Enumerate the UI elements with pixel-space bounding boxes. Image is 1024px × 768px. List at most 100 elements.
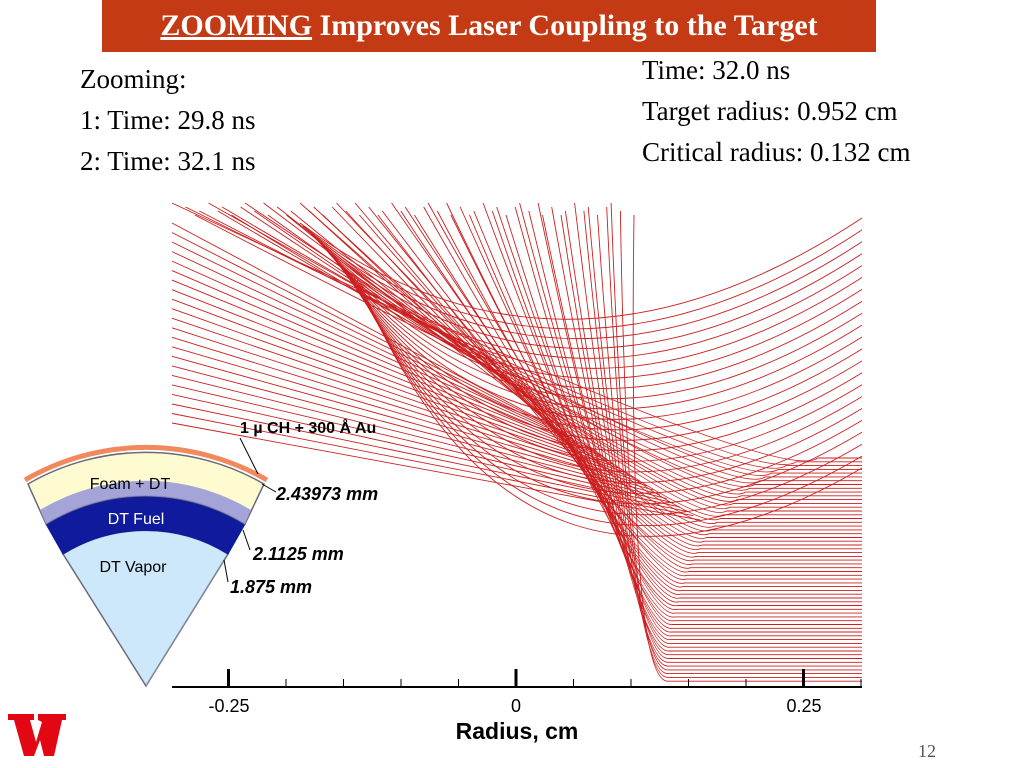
laser-ray: [322, 245, 863, 400]
laser-ray: [610, 202, 862, 671]
x-tick-label-neg: -0.25: [208, 696, 249, 716]
laser-ray: [290, 210, 862, 513]
laser-ray: [171, 327, 634, 478]
laser-ray: [427, 202, 862, 580]
laser-ray: [359, 214, 862, 547]
wedge-edge: [145, 559, 225, 687]
laser-ray: [606, 206, 862, 675]
laser-ray: [171, 279, 601, 457]
laser-ray: [171, 232, 567, 435]
laser-ray: [328, 251, 863, 420]
laser-ray: [208, 202, 862, 476]
laser-ray: [171, 260, 587, 448]
laser-ray: [217, 210, 862, 484]
laser-ray: [336, 259, 863, 452]
laser-ray: [244, 202, 862, 491]
uw-w-logo: [8, 714, 66, 756]
laser-ray: [308, 210, 862, 528]
zooming-line-2: 2: Time: 32.1 ns: [80, 146, 256, 176]
laser-ray: [171, 251, 581, 444]
laser-ray: [171, 317, 627, 474]
laser-ray: [400, 210, 862, 573]
laser-ray: [308, 231, 863, 349]
coating-leader: [239, 437, 259, 475]
laser-ray: [356, 279, 863, 526]
layer-label-fuel: DT Fuel: [108, 511, 165, 528]
laser-ray: [325, 248, 863, 410]
outer-radius-leader: [261, 483, 277, 493]
laser-ray: [551, 206, 862, 644]
fuel-radius-leader: [242, 529, 251, 551]
laser-ray: [171, 241, 574, 440]
laser-ray: [583, 210, 862, 663]
laser-ray: [171, 308, 621, 470]
laser-ray: [368, 206, 862, 554]
laser-ray: [171, 374, 667, 500]
laser-ray: [505, 214, 862, 622]
laser-ray: [446, 202, 862, 595]
laser-rays: [171, 202, 863, 682]
layer-label-foam: Foam + DT: [90, 476, 171, 493]
laser-ray: [414, 214, 862, 577]
laser-ray: [560, 214, 862, 652]
laser-ray: [359, 282, 863, 537]
laser-ray: [171, 403, 687, 512]
laser-ray: [305, 228, 863, 339]
laser-ray: [331, 254, 863, 431]
zooming-line-1: 1: Time: 29.8 ns: [80, 105, 256, 135]
laser-ray: [469, 214, 862, 607]
laser-ray: [450, 214, 862, 592]
x-major-ticks: [227, 669, 805, 687]
page-number: 12: [918, 741, 936, 761]
critical-radius-line: Critical radius: 0.132 cm: [642, 137, 911, 167]
laser-ray: [171, 270, 594, 452]
laser-ray: [381, 210, 862, 558]
laser-ray: [619, 210, 862, 678]
zooming-info: Zooming: 1: Time: 29.8 ns 2: Time: 32.1 …: [80, 59, 256, 182]
laser-ray: [171, 346, 647, 487]
x-tick-label-pos: 0.25: [786, 696, 821, 716]
laser-ray: [302, 225, 863, 330]
layer-label-vapor: DT Vapor: [100, 559, 168, 576]
laser-ray: [171, 393, 681, 508]
laser-ray: [519, 202, 862, 625]
x-minor-ticks: [228, 679, 862, 687]
vapor-radius-leader: [223, 559, 229, 583]
laser-ray: [311, 234, 863, 359]
laser-ray: [171, 222, 561, 431]
title-rest: Improves Laser Coupling to the Target: [312, 9, 818, 42]
laser-ray: [299, 217, 863, 320]
laser-ray: [316, 239, 863, 379]
laser-ray: [391, 202, 862, 565]
target-wedge-diagram: Foam + DT DT Fuel DT Vapor 1 µ CH + 300 …: [23, 418, 378, 688]
x-axis-label: Radius, cm: [456, 718, 579, 744]
laser-ray: [171, 384, 674, 504]
laser-ray: [339, 262, 863, 462]
dt-vapor-layer: [61, 529, 230, 688]
laser-ray: [171, 422, 701, 521]
title-highlight: ZOOMING: [160, 9, 313, 42]
laser-ray: [350, 274, 863, 505]
laser-ray: [171, 355, 654, 491]
laser-ray: [171, 336, 641, 482]
laser-ray: [319, 242, 863, 389]
laser-ray: [333, 257, 863, 441]
laser-ray: [254, 210, 862, 499]
laser-ray: [194, 214, 862, 473]
laser-ray: [171, 413, 694, 517]
foam-fuel-interface: [40, 480, 251, 524]
outer-radius-label: 2.43973 mm: [275, 484, 378, 504]
laser-ray: [171, 365, 661, 495]
zooming-heading: Zooming:: [80, 64, 187, 94]
slide-title: ZOOMING Improves Laser Coupling to the T…: [102, 0, 876, 52]
vapor-radius-label: 1.875 mm: [230, 577, 312, 597]
laser-ray: [322, 214, 862, 532]
laser-ray: [171, 289, 607, 461]
laser-ray: [313, 236, 863, 369]
laser-ray: [597, 214, 862, 667]
fuel-radius-label: 2.1125 mm: [252, 544, 344, 564]
time-info: Time: 32.0 ns Target radius: 0.952 cm Cr…: [642, 50, 910, 173]
laser-ray: [514, 206, 862, 629]
laser-ray: [348, 271, 863, 494]
